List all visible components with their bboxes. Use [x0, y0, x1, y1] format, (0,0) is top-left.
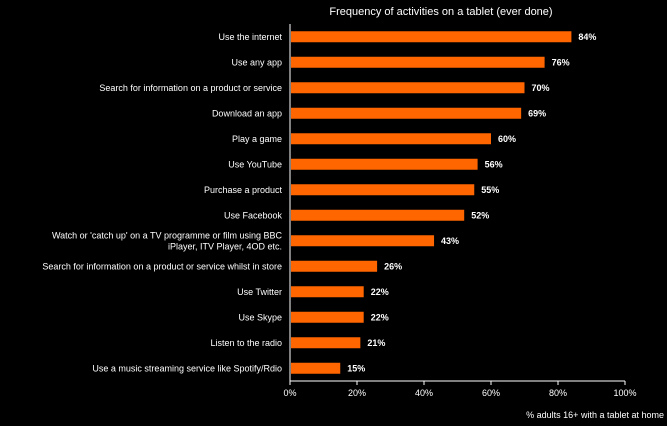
- category-label-13: Listen to the radio: [210, 338, 282, 348]
- value-label-10: 26%: [384, 261, 402, 271]
- bar-9: [291, 235, 435, 247]
- bar-5: [291, 133, 491, 145]
- category-label-10: Search for information on a product or s…: [42, 261, 282, 271]
- value-label-12: 22%: [371, 312, 389, 322]
- value-label-1: 84%: [578, 32, 596, 42]
- category-label-1: Use the internet: [218, 32, 282, 42]
- category-label-14: Use a music streaming service like Spoti…: [92, 363, 282, 373]
- value-label-8: 52%: [471, 210, 489, 220]
- category-label-2: Use any app: [231, 57, 282, 67]
- bar-7: [291, 184, 475, 196]
- bar-13: [291, 337, 361, 349]
- category-label-11: Use Twitter: [237, 287, 282, 297]
- x-tick-label-1: 0%: [283, 388, 296, 398]
- bar-11: [291, 286, 364, 298]
- value-labels: 84% 76% 70% 69% 60% 56% 55% 52% 43% 26% 22% 22% 21% 1…: [347, 32, 596, 374]
- bar-6: [291, 158, 478, 170]
- bar-2: [291, 56, 545, 68]
- value-label-6: 56%: [485, 159, 503, 169]
- category-label-5: Play a game: [232, 134, 282, 144]
- value-label-9: 43%: [441, 236, 459, 246]
- value-label-14: 15%: [347, 363, 365, 373]
- category-label-12: Use Skype: [238, 312, 282, 322]
- bars-group: [291, 31, 572, 374]
- value-label-7: 55%: [481, 185, 499, 195]
- bar-1: [291, 31, 572, 43]
- category-label-3: Search for information on a product or s…: [99, 83, 282, 93]
- value-label-13: 21%: [367, 338, 385, 348]
- bar-12: [291, 311, 364, 323]
- x-tick-label-3: 40%: [415, 388, 433, 398]
- category-labels: Use the internet Use any app Search for in…: [42, 32, 282, 374]
- bar-10: [291, 260, 378, 272]
- x-tick-label-2: 20%: [348, 388, 366, 398]
- bar-8: [291, 209, 465, 221]
- x-tick-label-4: 60%: [482, 388, 500, 398]
- bar-3: [291, 82, 525, 94]
- bar-14: [291, 362, 341, 374]
- value-label-5: 60%: [498, 134, 516, 144]
- category-label-9-line-1: Watch or 'catch up' on a TV programme or…: [52, 230, 283, 240]
- value-label-4: 69%: [528, 108, 546, 118]
- value-label-11: 22%: [371, 287, 389, 297]
- value-label-3: 70%: [532, 83, 550, 93]
- x-axis-ticks: 0% 20% 40% 60% 80% 100%: [283, 381, 637, 398]
- chart-title: Frequency of activities on a tablet (eve…: [329, 6, 552, 18]
- category-label-6: Use YouTube: [228, 159, 282, 169]
- category-label-8: Use Facebook: [224, 210, 283, 220]
- x-axis-label: % adults 16+ with a tablet at home: [526, 410, 664, 420]
- category-label-4: Download an app: [212, 108, 282, 118]
- category-label-9-line-2: iPlayer, ITV Player, 4OD etc.: [168, 241, 282, 251]
- bar-4: [291, 107, 522, 119]
- value-label-2: 76%: [552, 57, 570, 67]
- x-tick-label-6: 100%: [613, 388, 636, 398]
- category-label-7: Purchase a product: [204, 185, 283, 195]
- x-tick-label-5: 80%: [549, 388, 567, 398]
